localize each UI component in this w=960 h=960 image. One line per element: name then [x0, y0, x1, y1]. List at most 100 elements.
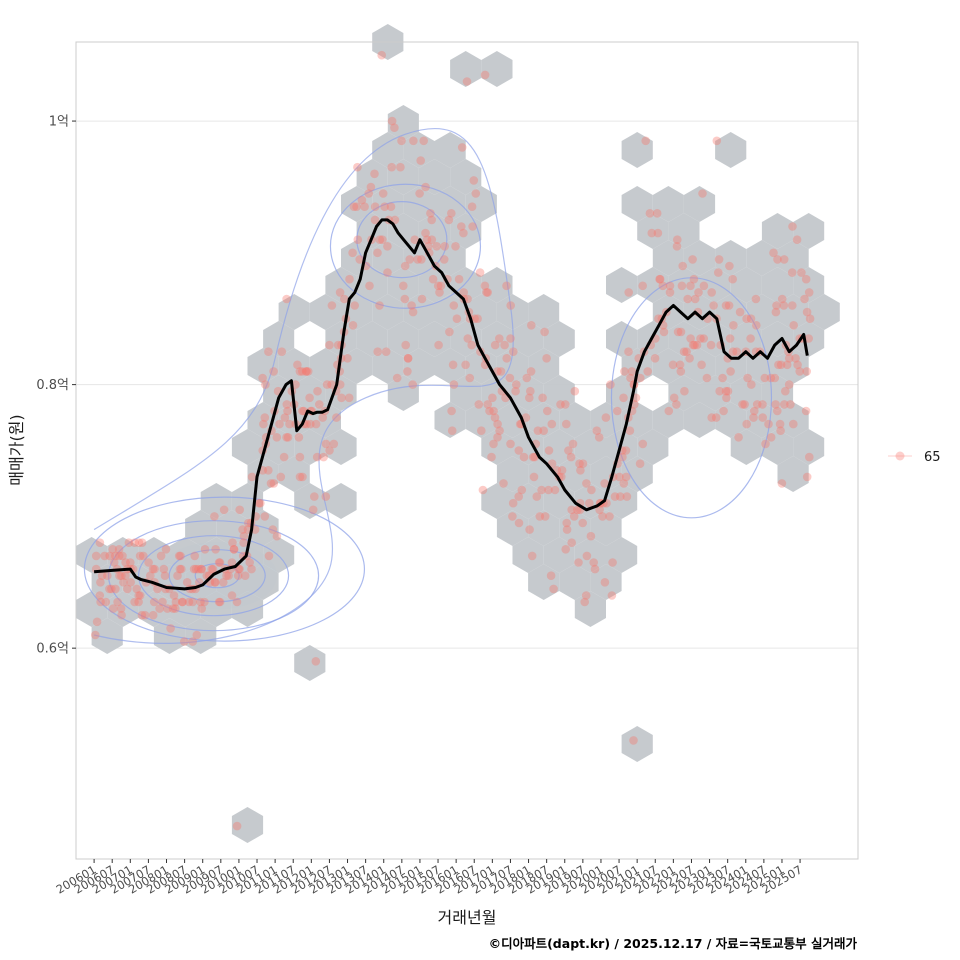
data-point: [150, 564, 159, 574]
data-point: [686, 281, 695, 291]
hexbin-cell: [761, 267, 794, 303]
data-point: [686, 334, 695, 343]
data-point: [239, 531, 249, 541]
hexbin-cell: [528, 510, 560, 546]
hexbin-cell: [356, 267, 388, 303]
data-point: [211, 545, 220, 554]
data-point: [532, 492, 542, 501]
data-point: [134, 597, 143, 607]
data-point: [454, 274, 464, 284]
data-point: [773, 255, 782, 264]
data-point: [366, 182, 376, 192]
data-point: [325, 446, 334, 455]
hexbin-cell: [403, 294, 435, 330]
data-point: [675, 360, 685, 370]
hexbin-cell: [668, 267, 700, 303]
data-point: [721, 386, 731, 396]
data-point: [400, 261, 410, 271]
data-point: [95, 538, 105, 547]
legend-key-point: [895, 451, 905, 461]
data-point: [378, 235, 387, 244]
data-point: [108, 545, 117, 554]
data-point: [239, 538, 248, 547]
data-point: [463, 334, 473, 343]
data-point: [277, 347, 287, 357]
data-point: [764, 419, 773, 429]
data-point: [364, 189, 374, 198]
data-point: [279, 452, 289, 462]
hexbin-cell: [185, 618, 217, 654]
data-point: [137, 538, 147, 547]
hexbin-cell: [278, 456, 310, 492]
data-point: [118, 551, 127, 561]
hexbin-cell: [496, 402, 529, 438]
data-point: [111, 584, 120, 594]
data-point: [539, 426, 548, 436]
data-point: [114, 545, 124, 554]
data-point: [802, 472, 812, 482]
data-point: [264, 551, 274, 561]
hexbin-cell: [621, 456, 653, 492]
data-point: [182, 578, 192, 587]
hexbin-cell: [528, 294, 560, 330]
data-point: [445, 327, 454, 337]
data-point: [432, 242, 442, 251]
data-point: [134, 538, 144, 547]
data-point: [329, 439, 339, 449]
hexbin-cell: [699, 375, 731, 411]
data-point: [352, 202, 361, 211]
data-point: [447, 406, 456, 416]
data-point: [139, 551, 148, 561]
data-point: [95, 591, 105, 600]
data-point: [580, 597, 589, 607]
hexbin-cell: [231, 591, 264, 627]
data-point: [777, 479, 787, 488]
data-point: [390, 123, 399, 132]
data-point: [97, 571, 107, 580]
data-point: [690, 294, 700, 304]
data-point: [512, 380, 521, 389]
data-point: [163, 604, 172, 613]
data-point: [452, 314, 462, 324]
hexbin-cell: [621, 186, 653, 222]
data-point: [769, 248, 778, 258]
data-point: [734, 433, 743, 442]
data-point: [435, 288, 444, 297]
data-point: [655, 274, 665, 284]
data-point: [153, 584, 162, 594]
data-point: [272, 433, 282, 442]
data-point: [664, 406, 674, 416]
data-point: [188, 597, 197, 607]
data-point: [728, 347, 738, 357]
hexbin-cell: [512, 429, 544, 465]
data-point: [190, 551, 199, 561]
data-point: [130, 597, 139, 607]
hexbin-cell: [278, 294, 310, 330]
hexbin-cell: [683, 402, 716, 438]
hexbin-cell: [668, 375, 700, 411]
data-point: [749, 413, 758, 422]
hexbin-cell: [294, 375, 326, 411]
data-point: [562, 419, 571, 429]
data-point: [222, 571, 231, 580]
hexbin-cell: [730, 429, 762, 465]
data-point: [259, 419, 268, 429]
data-point: [702, 373, 712, 383]
data-point: [471, 189, 481, 198]
data-point: [613, 406, 622, 416]
data-point: [232, 597, 242, 607]
data-point: [742, 419, 751, 429]
hexbin-cell: [263, 321, 295, 357]
data-point: [575, 459, 584, 469]
data-point: [562, 518, 571, 528]
y-axis: 0.6억 0.8억 1억: [36, 115, 76, 657]
data-point: [295, 367, 305, 376]
data-point: [760, 373, 770, 383]
hexbin-cell: [341, 186, 373, 222]
data-point: [621, 446, 631, 455]
data-point: [527, 551, 537, 561]
data-point: [787, 268, 797, 277]
data-point: [302, 367, 311, 376]
data-point: [605, 512, 614, 521]
